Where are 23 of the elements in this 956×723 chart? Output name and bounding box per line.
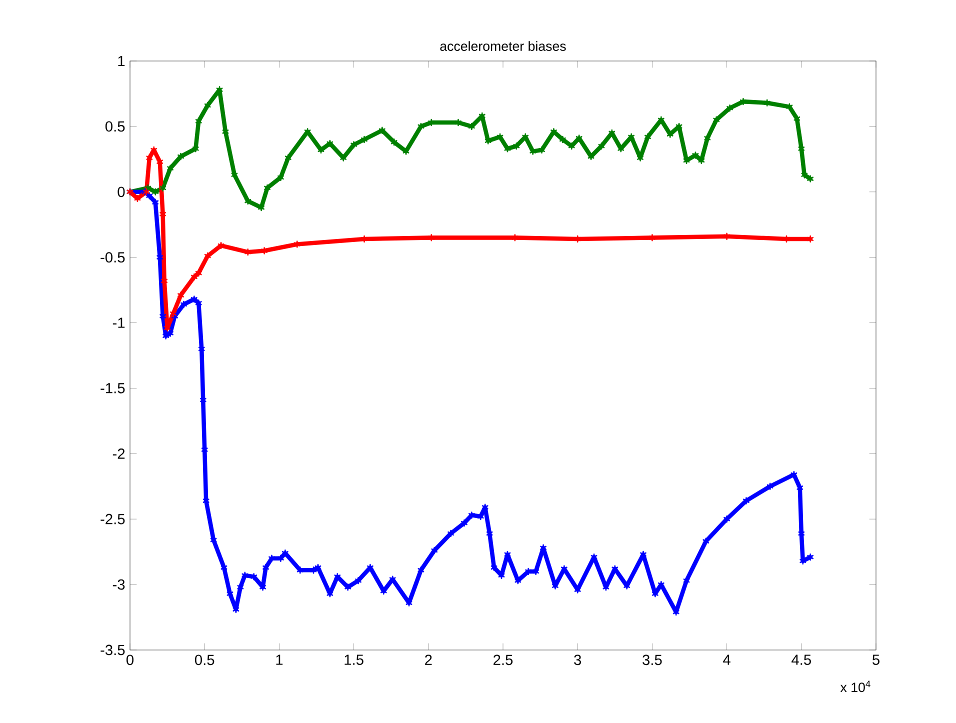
x-tick-label: 3.5 [642,654,662,666]
x-tick-label: 1 [276,654,283,665]
x-tick-label: 2.5 [494,654,513,666]
chart-title: accelerometer biases [440,41,566,51]
y-tick-label: -2 [112,448,125,459]
y-tick-label: -1 [112,318,125,328]
y-tick-label: 0.5 [105,121,125,132]
y-tick-label: 1 [118,56,125,66]
x-tick-label: 3 [574,654,582,666]
x-tick-label: 5 [872,654,880,665]
y-tick-label: -2.5 [100,514,125,524]
y-tick-label: -0.5 [100,252,125,263]
x-tick-label: 4.5 [792,654,811,665]
x-tick-label: 4 [723,654,730,665]
y-tick-label: -3 [112,579,125,590]
x-tick-label: 0 [126,654,134,666]
x-tick-label: 2 [425,654,432,665]
y-tick-label: 0 [118,186,125,198]
text: x 10$^{4}$ [840,680,870,692]
x-tick-label: 1.5 [344,654,364,665]
x-tick-label: 0.5 [194,654,214,666]
y-tick-label: -1.5 [100,383,125,394]
y-tick-label: -3.5 [100,644,125,656]
